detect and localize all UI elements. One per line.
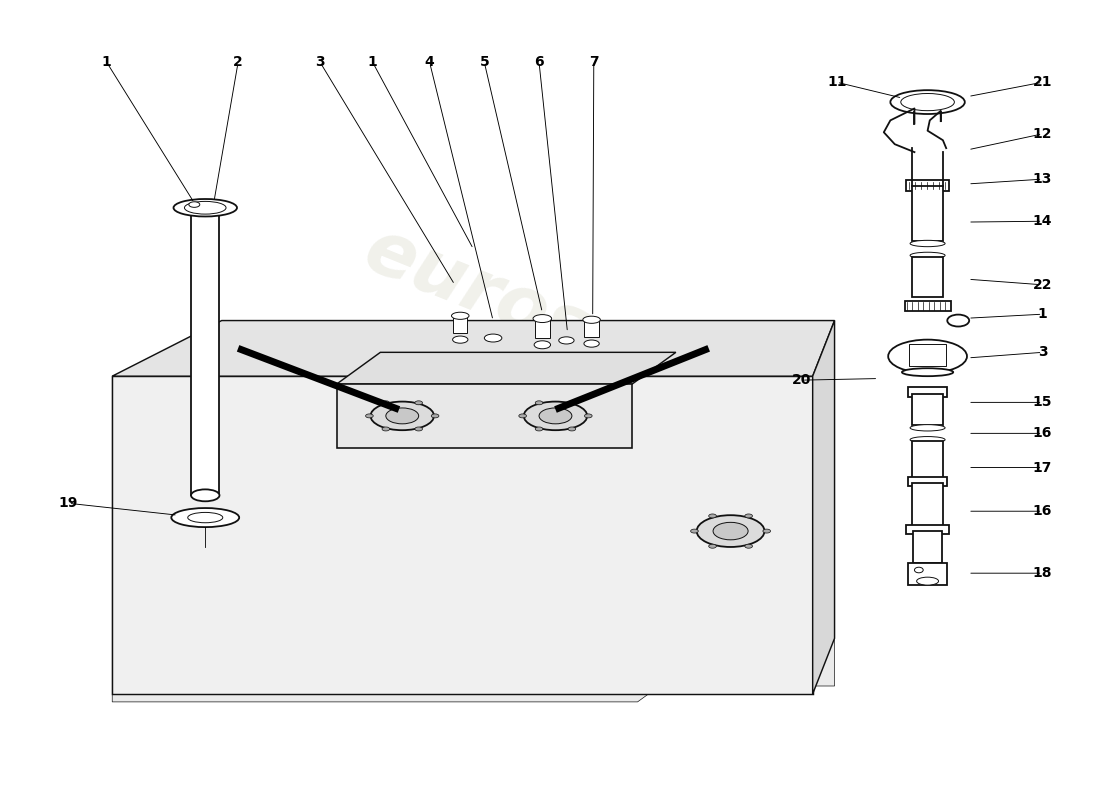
- Ellipse shape: [174, 199, 236, 217]
- Ellipse shape: [890, 90, 965, 114]
- Ellipse shape: [534, 314, 551, 322]
- Text: eurospares: eurospares: [353, 214, 821, 459]
- Ellipse shape: [583, 316, 601, 323]
- Ellipse shape: [172, 508, 239, 527]
- Ellipse shape: [888, 340, 967, 373]
- Ellipse shape: [691, 529, 698, 533]
- Ellipse shape: [539, 408, 572, 424]
- Bar: [453, 316, 468, 334]
- Text: 7: 7: [588, 55, 598, 70]
- Ellipse shape: [696, 515, 764, 547]
- Bar: [912, 483, 943, 527]
- Text: 2: 2: [233, 55, 243, 70]
- Text: 4: 4: [425, 55, 435, 70]
- Bar: [191, 214, 220, 495]
- Ellipse shape: [451, 312, 469, 319]
- Bar: [905, 525, 949, 534]
- Ellipse shape: [382, 427, 389, 431]
- Bar: [912, 394, 943, 426]
- Polygon shape: [112, 376, 835, 702]
- Ellipse shape: [535, 341, 550, 349]
- Ellipse shape: [386, 408, 419, 424]
- Ellipse shape: [365, 414, 373, 418]
- Text: 5: 5: [480, 55, 490, 70]
- Ellipse shape: [415, 427, 422, 431]
- Text: 6: 6: [535, 55, 543, 70]
- Ellipse shape: [191, 490, 220, 502]
- Text: 1: 1: [102, 55, 111, 70]
- Bar: [908, 563, 947, 585]
- Ellipse shape: [902, 368, 954, 376]
- Ellipse shape: [185, 202, 226, 214]
- Text: 17: 17: [1033, 461, 1053, 474]
- Bar: [912, 442, 943, 479]
- Polygon shape: [813, 321, 835, 694]
- Text: 12: 12: [1033, 127, 1053, 141]
- Bar: [908, 387, 947, 397]
- Ellipse shape: [431, 414, 439, 418]
- Bar: [912, 257, 943, 297]
- Ellipse shape: [584, 414, 592, 418]
- Ellipse shape: [910, 425, 945, 431]
- Ellipse shape: [910, 240, 945, 246]
- Text: 16: 16: [1033, 426, 1053, 440]
- Polygon shape: [112, 321, 835, 376]
- Text: a passion for parts since 1985: a passion for parts since 1985: [200, 399, 626, 591]
- Ellipse shape: [708, 514, 716, 518]
- Text: 16: 16: [1033, 504, 1053, 518]
- Ellipse shape: [763, 529, 770, 533]
- Ellipse shape: [524, 402, 587, 430]
- Bar: [913, 531, 942, 563]
- Text: 19: 19: [58, 496, 78, 510]
- Text: 1: 1: [1037, 307, 1047, 321]
- Ellipse shape: [519, 414, 527, 418]
- Ellipse shape: [382, 401, 389, 405]
- Text: 21: 21: [1033, 75, 1053, 90]
- Bar: [904, 301, 950, 311]
- Text: 3: 3: [316, 55, 324, 70]
- Ellipse shape: [188, 513, 223, 522]
- Bar: [337, 384, 632, 448]
- Text: 22: 22: [1033, 278, 1053, 292]
- Text: 3: 3: [1037, 346, 1047, 359]
- Ellipse shape: [584, 340, 600, 347]
- Bar: [535, 318, 550, 338]
- Ellipse shape: [371, 402, 435, 430]
- Ellipse shape: [536, 401, 543, 405]
- Bar: [584, 320, 598, 338]
- Bar: [905, 180, 949, 190]
- Ellipse shape: [914, 567, 923, 573]
- Text: 15: 15: [1033, 395, 1053, 410]
- Ellipse shape: [910, 252, 945, 258]
- Ellipse shape: [947, 314, 969, 326]
- Text: 14: 14: [1033, 214, 1053, 228]
- Ellipse shape: [745, 544, 752, 548]
- Polygon shape: [337, 352, 675, 384]
- Text: 13: 13: [1033, 172, 1053, 186]
- Ellipse shape: [484, 334, 502, 342]
- Ellipse shape: [901, 94, 955, 110]
- Ellipse shape: [568, 427, 575, 431]
- Bar: [112, 376, 813, 694]
- Ellipse shape: [452, 336, 468, 343]
- Ellipse shape: [708, 544, 716, 548]
- Ellipse shape: [559, 337, 574, 344]
- Ellipse shape: [536, 427, 543, 431]
- Ellipse shape: [568, 401, 575, 405]
- Text: 11: 11: [827, 75, 847, 90]
- Text: 18: 18: [1033, 566, 1053, 580]
- Ellipse shape: [916, 577, 938, 585]
- Text: 20: 20: [792, 373, 812, 387]
- Ellipse shape: [713, 522, 748, 540]
- Ellipse shape: [189, 202, 200, 207]
- Ellipse shape: [745, 514, 752, 518]
- Bar: [908, 478, 947, 486]
- Text: 1: 1: [367, 55, 377, 70]
- Ellipse shape: [415, 401, 422, 405]
- Ellipse shape: [910, 437, 945, 443]
- Bar: [909, 343, 946, 366]
- Bar: [912, 186, 943, 241]
